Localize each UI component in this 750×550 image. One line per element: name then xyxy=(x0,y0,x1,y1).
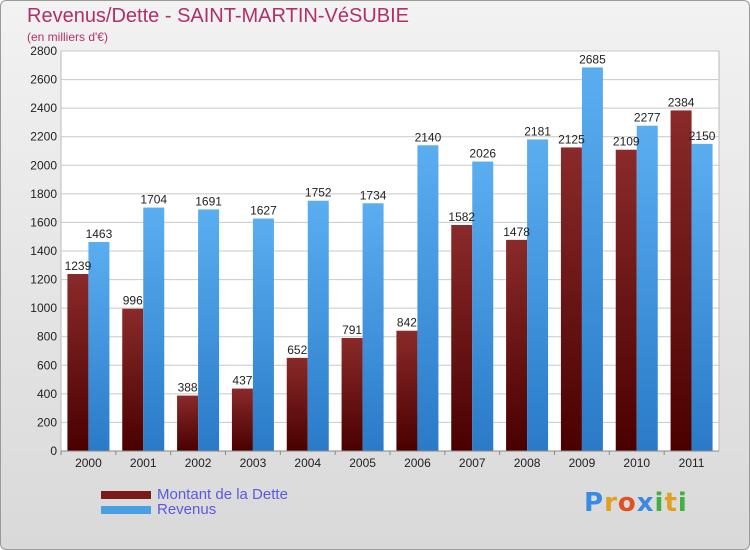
data-label: 2125 xyxy=(558,132,585,146)
y-tick-label: 1200 xyxy=(30,273,57,287)
bar-dette xyxy=(396,330,418,451)
legend-label-revenus: Revenus xyxy=(157,501,217,518)
bar-dette xyxy=(122,308,144,451)
data-label: 1478 xyxy=(503,225,530,239)
bar-dette xyxy=(670,110,692,451)
bar-revenus xyxy=(362,203,384,451)
legend-label-dette: Montant de la Dette xyxy=(157,486,288,503)
y-tick-label: 400 xyxy=(37,387,57,401)
data-label: 2685 xyxy=(579,52,606,66)
data-label: 1463 xyxy=(86,227,113,241)
bar-revenus xyxy=(252,218,274,451)
y-tick-label: 1000 xyxy=(30,301,57,315)
logo-letter: o xyxy=(617,488,637,518)
y-tick-label: 2000 xyxy=(30,158,57,172)
legend-item-revenus: Revenus xyxy=(101,502,288,517)
data-label: 388 xyxy=(178,381,198,395)
bar-dette xyxy=(67,274,89,451)
chart-subtitle: (en milliers d'€) xyxy=(27,30,108,44)
bar-dette xyxy=(506,239,528,451)
bar-revenus xyxy=(88,242,110,451)
data-label: 652 xyxy=(287,343,307,357)
x-tick-label: 2005 xyxy=(349,456,376,470)
bar-revenus xyxy=(198,209,220,451)
y-tick-label: 800 xyxy=(37,330,57,344)
legend-swatch-dette xyxy=(101,490,151,499)
data-label: 2181 xyxy=(524,124,551,138)
data-label: 842 xyxy=(397,316,417,330)
x-tick-label: 2000 xyxy=(75,456,102,470)
bar-dette xyxy=(451,225,473,451)
legend-item-dette: Montant de la Dette xyxy=(101,487,288,502)
x-tick-label: 2001 xyxy=(130,456,157,470)
bar-dette xyxy=(615,149,637,451)
data-label: 2026 xyxy=(469,147,496,161)
logo-letter: x xyxy=(636,488,655,518)
data-label: 996 xyxy=(123,294,143,308)
bar-revenus xyxy=(307,200,329,451)
logo-letter: t xyxy=(664,488,678,518)
data-label: 1704 xyxy=(140,193,167,207)
data-label: 2150 xyxy=(689,129,716,143)
x-tick-label: 2008 xyxy=(514,456,541,470)
y-tick-label: 1800 xyxy=(30,187,57,201)
bar-revenus xyxy=(527,139,549,451)
data-label: 2277 xyxy=(634,111,661,125)
data-label: 1734 xyxy=(360,188,387,202)
data-label: 2109 xyxy=(613,135,640,149)
data-label: 437 xyxy=(232,374,252,388)
y-tick-label: 2600 xyxy=(30,73,57,87)
y-tick-label: 1400 xyxy=(30,244,57,258)
bar-revenus xyxy=(472,161,494,452)
y-tick-label: 2800 xyxy=(30,44,57,58)
bar-revenus xyxy=(636,125,658,451)
logo-letter: i xyxy=(677,488,688,518)
x-tick-label: 2003 xyxy=(240,456,267,470)
x-tick-label: 2009 xyxy=(569,456,596,470)
data-label: 1582 xyxy=(448,210,475,224)
bar-dette xyxy=(177,395,199,451)
logo-letter: r xyxy=(604,488,618,518)
chart-title: Revenus/Dette - SAINT-MARTIN-VéSUBIE xyxy=(27,5,409,27)
y-tick-label: 0 xyxy=(50,444,57,458)
bar-dette xyxy=(231,388,253,451)
y-tick-label: 2400 xyxy=(30,101,57,115)
proxiti-logo: Proxiti xyxy=(584,488,688,518)
x-tick-label: 2010 xyxy=(623,456,650,470)
bar-revenus xyxy=(417,145,439,452)
bar-dette xyxy=(560,147,582,451)
data-label: 1627 xyxy=(250,204,277,218)
bar-dette xyxy=(286,357,308,451)
legend: Montant de la Dette Revenus xyxy=(101,487,288,517)
data-label: 1752 xyxy=(305,186,332,200)
bar-revenus xyxy=(143,207,165,451)
y-tick-label: 1600 xyxy=(30,215,57,229)
y-tick-label: 2200 xyxy=(30,130,57,144)
bar-revenus xyxy=(691,143,713,451)
legend-swatch-revenus xyxy=(101,505,151,514)
data-label: 791 xyxy=(342,323,362,337)
logo-letter: i xyxy=(654,488,665,518)
x-tick-label: 2007 xyxy=(459,456,486,470)
bar-revenus xyxy=(581,67,603,451)
x-tick-label: 2011 xyxy=(679,456,705,470)
y-tick-label: 600 xyxy=(37,358,57,372)
x-tick-label: 2002 xyxy=(185,456,212,470)
data-label: 2384 xyxy=(668,95,695,109)
data-label: 1691 xyxy=(195,194,222,208)
bar-dette xyxy=(341,338,363,451)
data-label: 2140 xyxy=(415,130,442,144)
data-label: 1239 xyxy=(65,259,92,273)
x-tick-label: 2006 xyxy=(404,456,431,470)
y-tick-label: 200 xyxy=(37,415,57,429)
x-tick-label: 2004 xyxy=(294,456,321,470)
logo-letter: P xyxy=(584,488,605,518)
